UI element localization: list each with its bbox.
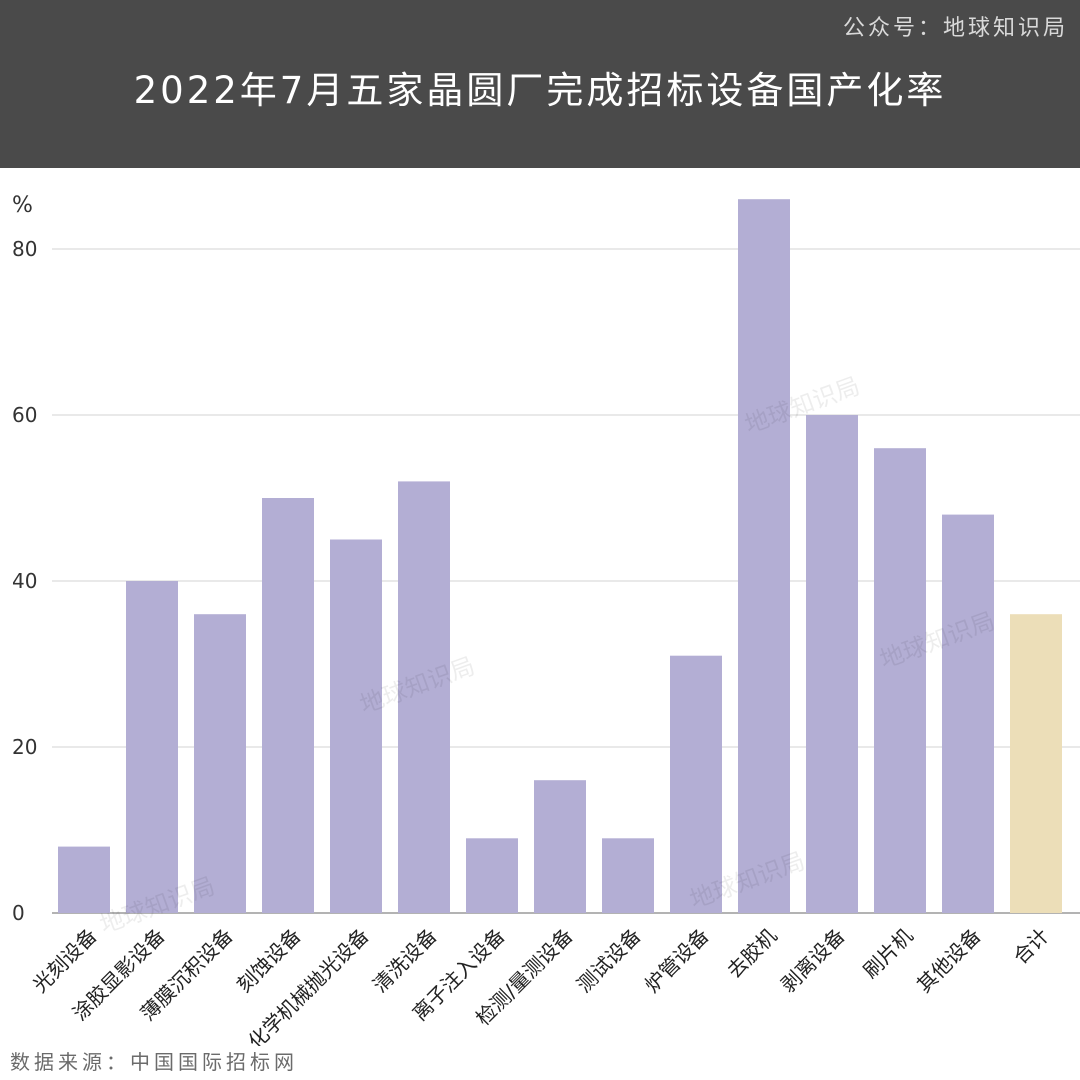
y-tick-label-60: 60 (12, 403, 37, 427)
x-tick-label-12: 剥离设备 (776, 924, 850, 998)
x-tick-label-14: 其他设备 (912, 924, 986, 998)
bar-15 (1010, 614, 1062, 913)
bar-10 (670, 655, 722, 913)
x-tick-label-11: 去胶机 (722, 924, 781, 983)
bar-14 (942, 514, 994, 913)
y-axis-unit: % (12, 193, 33, 218)
bar-6 (398, 481, 450, 913)
bar-9 (602, 838, 654, 913)
x-tick-label-5: 化学机械抛光设备 (243, 924, 373, 1046)
x-tick-label-13: 刷片机 (858, 924, 917, 983)
x-tick-label-15: 合计 (1008, 924, 1053, 969)
header-banner: 公众号：地球知识局 2022年7月五家晶圆厂完成招标设备国产化率 (0, 0, 1080, 168)
bar-2 (126, 581, 178, 913)
bar-5 (330, 539, 382, 913)
data-source: 数据来源：中国国际招标网 (10, 1050, 298, 1074)
y-tick-label-20: 20 (12, 735, 37, 759)
bar-11 (738, 199, 790, 913)
y-tick-label-80: 80 (12, 237, 37, 261)
x-tick-label-10: 炉管设备 (640, 924, 714, 998)
bar-4 (262, 498, 314, 913)
bar-chart: 020406080%光刻设备涂胶显影设备薄膜沉积设备刻蚀设备化学机械抛光设备清洗… (12, 193, 1080, 1046)
account-label: 公众号：地球知识局 (842, 16, 1068, 41)
y-tick-label-40: 40 (12, 569, 37, 593)
bar-3 (194, 614, 246, 913)
x-tick-label-9: 测试设备 (572, 924, 646, 998)
bar-1 (58, 846, 110, 913)
bar-7 (466, 838, 518, 913)
bar-12 (806, 415, 858, 913)
chart-title: 2022年7月五家晶圆厂完成招标设备国产化率 (133, 69, 947, 112)
bar-13 (874, 448, 926, 913)
y-tick-label-0: 0 (12, 901, 25, 925)
bar-8 (534, 780, 586, 913)
